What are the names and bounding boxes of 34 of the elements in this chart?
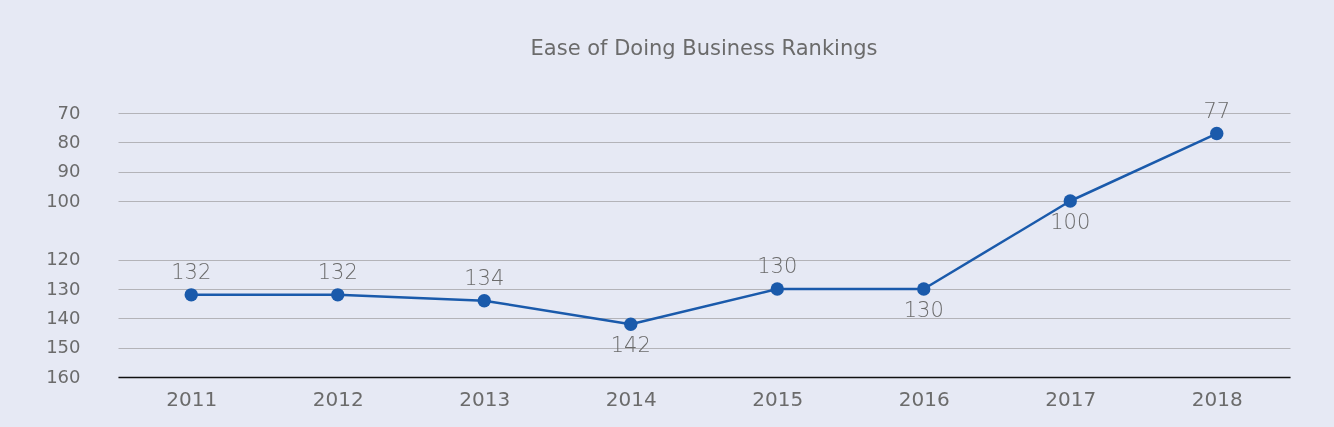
point [331, 288, 345, 302]
data-label: 132 [317, 259, 358, 284]
point [1063, 194, 1077, 208]
y-tick-label: 150 [46, 336, 81, 358]
data-label: 77 [1203, 98, 1231, 123]
data-label: 142 [610, 333, 651, 358]
y-tick-label: 80 [57, 130, 81, 152]
data-label: 130 [757, 254, 798, 278]
x-tick-label: 2014 [605, 386, 657, 411]
data-label: 100 [1050, 210, 1091, 234]
point [477, 294, 491, 308]
y-tick-label: 160 [46, 365, 81, 387]
point [770, 282, 784, 296]
x-tick-label: 2012 [312, 386, 364, 411]
point [184, 288, 198, 302]
y-tick-label: 130 [46, 277, 81, 299]
chart-title: Ease of Doing Business Rankings [530, 35, 878, 60]
x-tick-label: 2017 [1045, 386, 1097, 411]
y-tick-label: 140 [46, 306, 81, 328]
point [624, 317, 638, 331]
x-tick-label: 2016 [898, 386, 950, 411]
x-tick-label: 2011 [166, 386, 218, 411]
y-tick-label: 90 [57, 160, 81, 182]
point [917, 282, 931, 296]
data-label: 132 [171, 259, 212, 284]
y-tick-label: 100 [46, 189, 81, 211]
x-tick-label: 2015 [752, 386, 804, 411]
x-tick-label: 2018 [1191, 386, 1243, 411]
x-tick-label: 2013 [459, 386, 511, 411]
data-label: 130 [903, 298, 944, 322]
y-tick-label: 70 [57, 101, 81, 123]
data-label: 134 [464, 265, 505, 290]
point [1210, 126, 1224, 141]
y-tick-label: 120 [46, 248, 81, 270]
